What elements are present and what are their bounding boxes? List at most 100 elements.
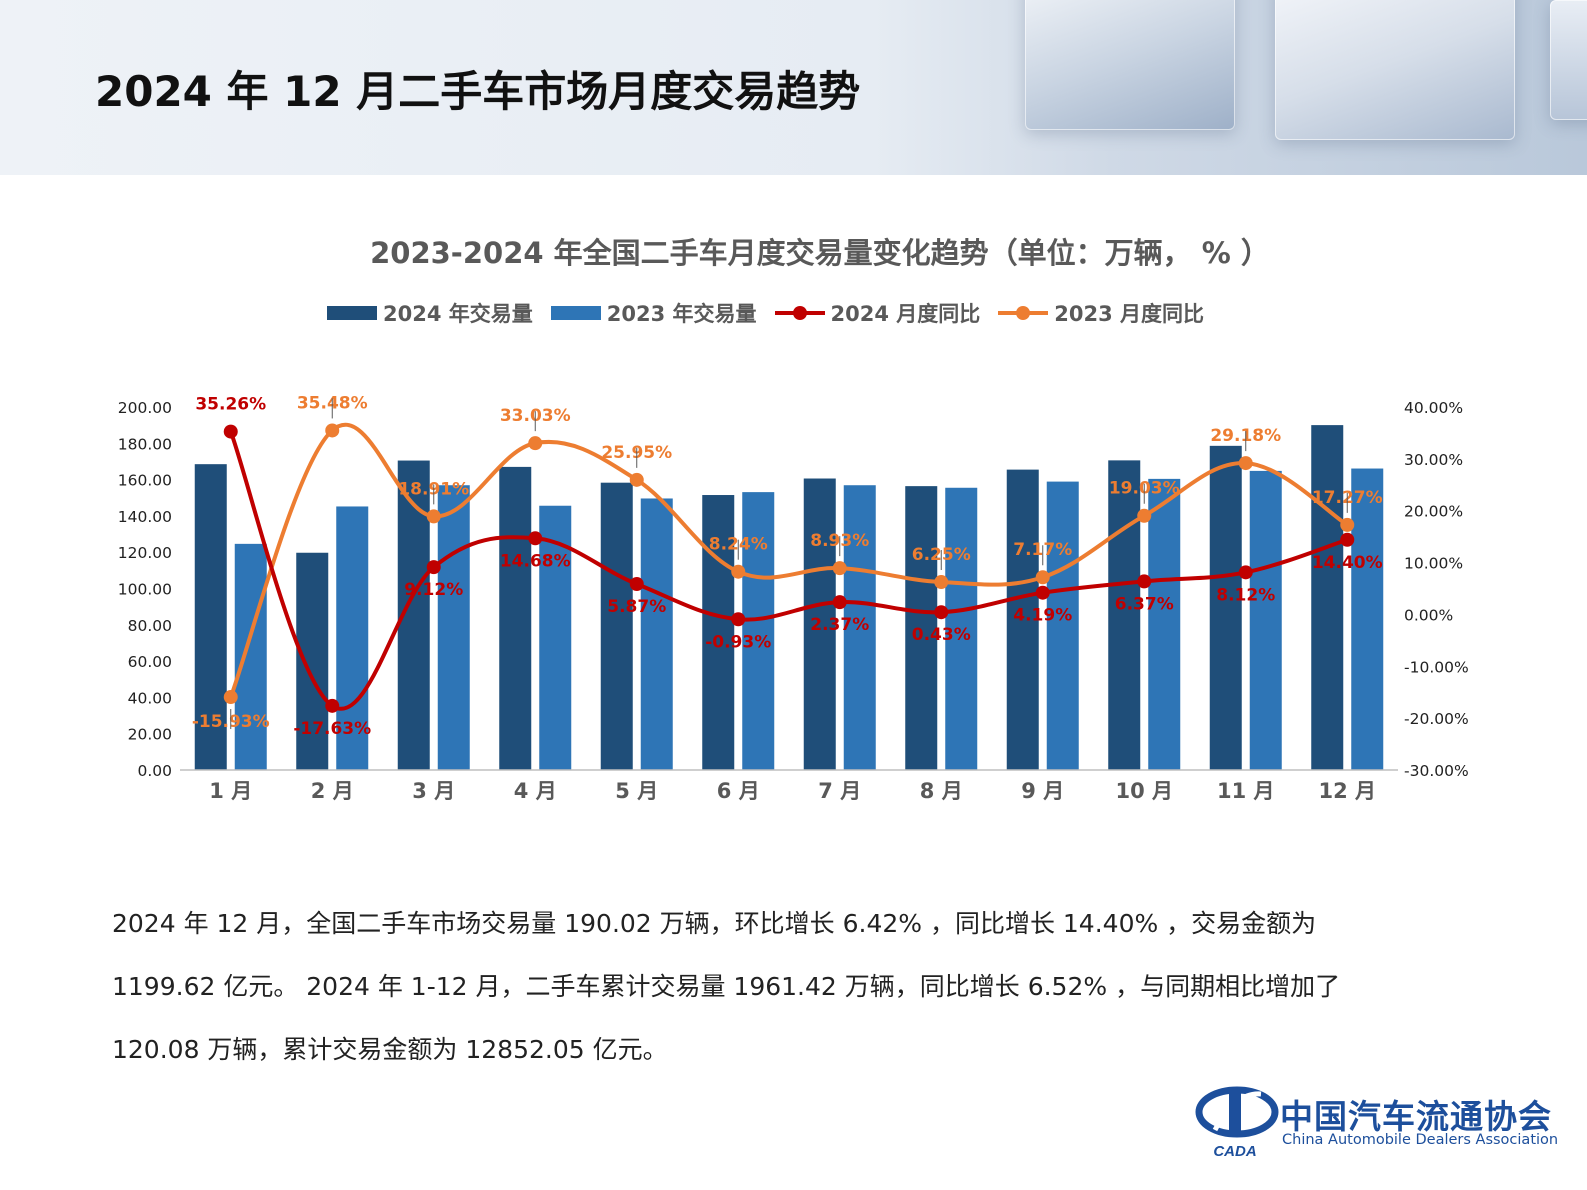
bar-2024-volume — [600, 482, 633, 770]
bar-2024-volume — [499, 466, 532, 770]
legend-label: 2023 月度同比 — [1054, 302, 1205, 326]
page-title: 2024 年 12 月二手车市场月度交易趋势 — [95, 67, 861, 116]
left-axis-tick-label: 80.00 — [128, 617, 172, 635]
left-axis-tick-label: 120.00 — [118, 544, 172, 562]
legend-swatch — [998, 306, 1049, 320]
left-axis-tick-label: 100.00 — [118, 581, 172, 599]
bar-2024-volume — [803, 478, 836, 770]
legend-item-2023-yoy: 2023 月度同比 — [998, 298, 1204, 328]
right-axis-tick-label: 30.00% — [1404, 451, 1463, 469]
bar-2023-volume — [539, 505, 572, 770]
x-axis-tick-label: 9 月 — [1021, 779, 1064, 803]
logo-name-en: China Automobile Dealers Association — [1282, 1132, 1559, 1148]
summary-line: 120.08 万辆，累计交易金额为 12852.05 亿元。 — [112, 1035, 668, 1064]
x-axis-tick-label: 11 月 — [1217, 779, 1275, 803]
point-2023-yoy — [629, 472, 644, 487]
left-axis-tick-label: 20.00 — [128, 726, 172, 744]
right-axis-tick-label: 0.00% — [1404, 606, 1453, 624]
left-axis-tick-label: 60.00 — [128, 653, 172, 671]
bar-2023-volume — [336, 506, 369, 770]
bar-2024-volume — [1311, 425, 1344, 770]
right-axis-tick-label: 20.00% — [1404, 503, 1463, 521]
point-2024-yoy — [832, 595, 847, 610]
point-2024-yoy — [528, 531, 543, 546]
legend-swatch — [774, 306, 825, 320]
point-2024-yoy — [1035, 585, 1050, 600]
header-banner — [0, 0, 1587, 175]
point-2023-yoy — [1137, 508, 1152, 523]
data-label-2024-yoy: 4.19% — [1013, 606, 1072, 626]
bar-2024-volume — [1006, 469, 1039, 770]
legend-item-2024-volume: 2024 年交易量 — [327, 298, 533, 328]
legend-label: 2023 年交易量 — [606, 302, 757, 326]
x-axis-tick-label: 2 月 — [311, 779, 354, 803]
data-label-2024-yoy: 6.37% — [1115, 594, 1174, 614]
legend-swatch — [550, 306, 601, 320]
right-axis-tick-label: -20.00% — [1404, 710, 1469, 728]
legend-label: 2024 年交易量 — [383, 302, 533, 326]
data-label-2024-yoy: -17.63% — [293, 719, 371, 739]
point-2023-yoy — [731, 564, 746, 579]
left-axis-tick-label: 40.00 — [128, 689, 172, 707]
x-axis-tick-label: 10 月 — [1115, 779, 1173, 803]
data-label-2024-yoy: 0.43% — [912, 625, 971, 645]
decorative-cube — [1275, 0, 1515, 140]
bar-2024-volume — [702, 495, 735, 770]
bar-2023-volume — [742, 492, 775, 770]
bar-2023-volume — [234, 543, 267, 770]
x-axis-tick-label: 8 月 — [920, 779, 963, 803]
point-2023-yoy — [325, 423, 340, 438]
bar-2023-volume — [1046, 481, 1079, 770]
bar-2023-volume — [640, 498, 673, 770]
bar-2023-volume — [843, 485, 876, 770]
x-axis-tick-label: 6 月 — [717, 779, 760, 803]
data-label-2024-yoy: 5.87% — [607, 597, 666, 617]
x-axis-tick-label: 12 月 — [1318, 779, 1376, 803]
point-2024-yoy — [223, 424, 238, 439]
point-2023-yoy — [1238, 456, 1253, 471]
bar-2024-volume — [1108, 460, 1141, 770]
left-axis-tick-label: 140.00 — [118, 508, 172, 526]
point-2024-yoy — [731, 612, 746, 627]
x-axis-tick-label: 5 月 — [615, 779, 658, 803]
decorative-cube — [1550, 0, 1587, 120]
legend-label: 2024 月度同比 — [830, 302, 981, 326]
bar-2023-volume — [437, 485, 470, 770]
point-2023-yoy — [528, 436, 543, 451]
right-axis-tick-label: 10.00% — [1404, 555, 1463, 573]
data-label-2024-yoy: -0.93% — [705, 632, 771, 652]
point-2023-yoy — [1340, 517, 1355, 532]
cada-logo-icon: CADA — [1195, 1086, 1279, 1160]
legend-item-2024-yoy: 2024 月度同比 — [774, 298, 981, 328]
summary-paragraph: 2024 年 12 月，全国二手车市场交易量 190.02 万辆，环比增长 6.… — [112, 892, 1432, 1081]
logo-abbr: CADA — [1213, 1143, 1256, 1160]
chart-legend: 2024 年交易量 2023 年交易量 2024 月度同比 2023 月度同比 — [327, 298, 1222, 328]
x-axis-tick-label: 1 月 — [209, 779, 252, 803]
bar-2023-volume — [1351, 468, 1384, 770]
cada-logo: CADA 中国汽车流通协会 China Automobile Dealers A… — [1195, 1082, 1575, 1162]
point-2023-yoy — [1035, 570, 1050, 585]
chart-title: 2023-2024 年全国二手车月度交易量变化趋势（单位：万辆， % ） — [370, 236, 1270, 270]
point-2024-yoy — [325, 698, 340, 713]
data-label-2024-yoy: 14.68% — [500, 551, 571, 571]
right-axis-tick-label: -30.00% — [1404, 762, 1469, 780]
summary-line: 1199.62 亿元。 2024 年 1-12 月，二手车累计交易量 1961.… — [112, 972, 1341, 1001]
x-axis-tick-label: 3 月 — [412, 779, 455, 803]
data-label-2024-yoy: 14.40% — [1312, 553, 1383, 573]
combo-chart: 0.00 20.00 40.00 60.00 80.00 100.00 120.00 140.… — [118, 393, 1469, 803]
bar-2024-volume — [905, 486, 938, 770]
legend-swatch — [327, 306, 377, 320]
point-2023-yoy — [934, 575, 949, 590]
data-label-2024-yoy: 9.12% — [404, 580, 463, 600]
data-label-2024-yoy: 35.26% — [195, 395, 266, 415]
summary-line: 2024 年 12 月，全国二手车市场交易量 190.02 万辆，环比增长 6.… — [112, 909, 1317, 938]
bar-2023-volume — [1249, 470, 1282, 770]
data-label-2024-yoy: 8.12% — [1216, 585, 1275, 605]
left-axis-tick-label: 200.00 — [118, 399, 172, 417]
point-2024-yoy — [629, 576, 644, 591]
right-axis-tick-label: -10.00% — [1404, 658, 1469, 676]
bar-2024-volume — [296, 552, 329, 770]
decorative-cube — [1025, 0, 1235, 130]
bar-2023-volume — [1148, 478, 1181, 770]
point-2023-yoy — [426, 509, 441, 524]
